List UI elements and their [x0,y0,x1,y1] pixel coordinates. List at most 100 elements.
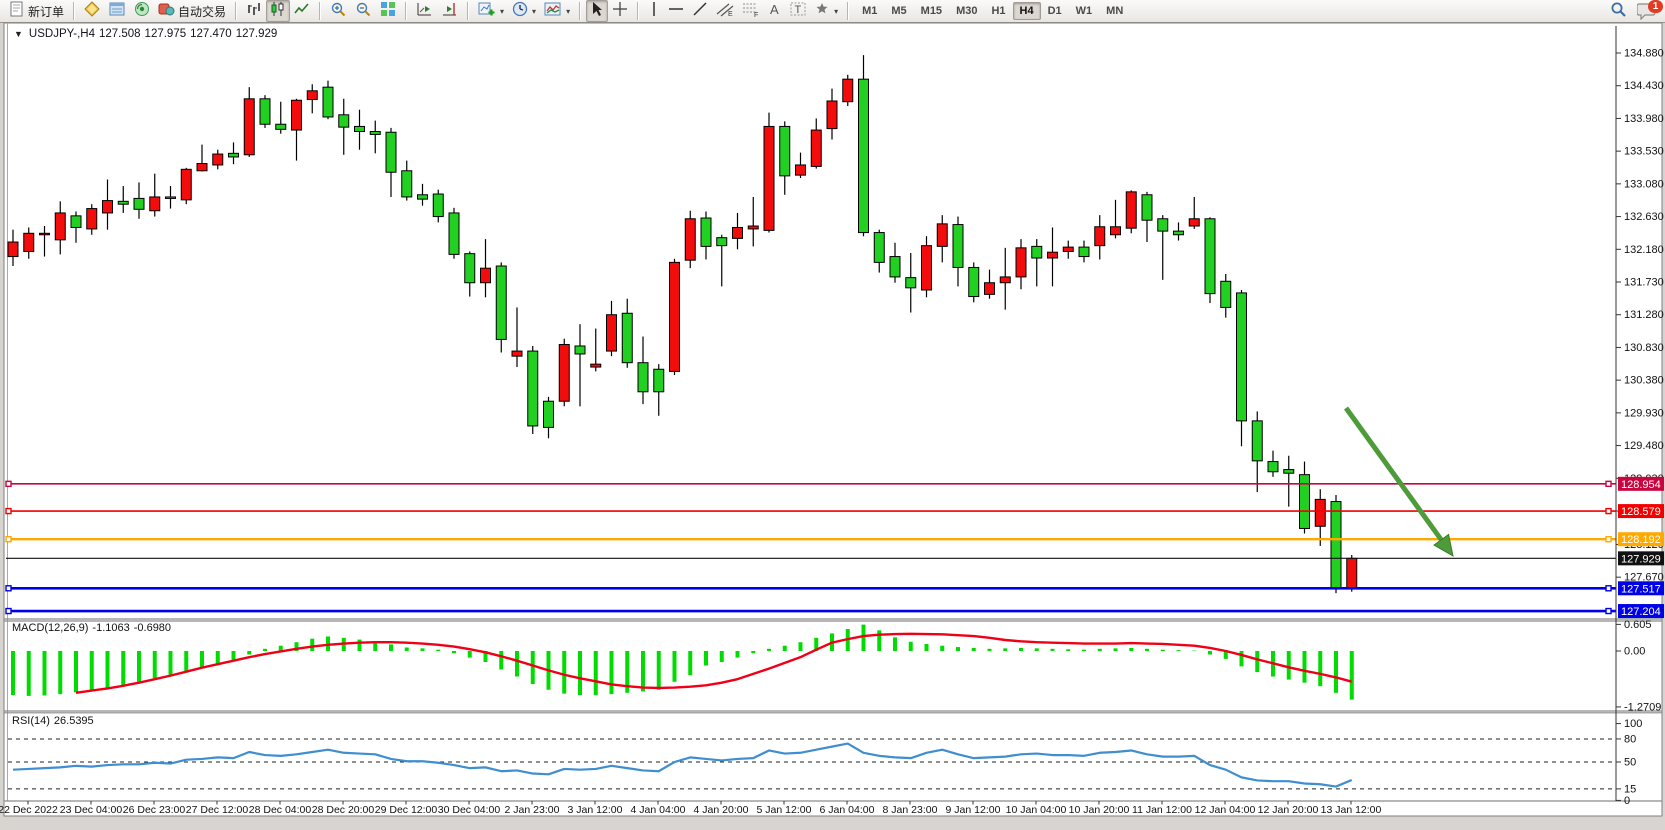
candle-chart-button[interactable] [266,0,291,22]
candle [747,225,759,230]
time-tick-label: 22 Dec 2022 [0,804,58,816]
timeframe-h4-button[interactable]: H4 [1012,2,1041,20]
text-button[interactable]: A [764,0,786,22]
toolbar-group: ▾ ▾ ▾ [471,0,577,22]
templates-button[interactable]: ▾ [540,0,574,22]
horizontal-line-128.579[interactable] [5,507,1616,515]
price-tick-label: 130.380 [1624,375,1664,387]
one-click-trading-toggle[interactable]: ▼ [14,29,23,39]
auto-scroll-button[interactable] [412,0,437,22]
profiles-button[interactable]: ▾ [508,0,540,22]
candle [165,196,176,199]
channel-button[interactable]: E [712,0,738,22]
vertical-line-button[interactable] [644,0,664,22]
price-tick-label: 130.830 [1624,342,1664,354]
label-button[interactable]: T [786,0,810,22]
toolbar-separator [235,2,238,20]
candle [1204,218,1216,295]
candle [968,266,980,298]
rsi-axis-label: 80 [1624,733,1636,745]
candle [1314,498,1326,527]
navigator-button[interactable] [130,0,154,22]
line-handle[interactable] [1605,607,1612,615]
zoom-out-button[interactable] [351,0,376,22]
time-tick-label: 12 Jan 20:00 [1258,804,1319,816]
chevron-down-icon[interactable]: ▾ [834,6,839,16]
bar-chart-button[interactable] [242,0,266,22]
zoomout-icon [355,1,372,22]
chevron-down-icon[interactable]: ▾ [566,6,571,16]
horizontal-line-127.204[interactable] [5,607,1616,615]
candle [527,350,539,427]
search-icon[interactable] [1610,1,1627,23]
horizontal-line-128.954[interactable] [5,480,1616,488]
notifications-icon[interactable]: 1 [1636,0,1663,22]
chart-shift-button[interactable] [437,0,462,22]
toolbar-separator [319,2,322,20]
macd-panel [11,624,1354,700]
candle [149,196,161,212]
line-handle[interactable] [1605,507,1612,515]
notification-badge: 1 [1648,0,1663,13]
crosshair-button[interactable] [608,0,632,22]
candle [1141,194,1153,221]
line-handle[interactable] [1605,585,1612,592]
timeframe-m5-button[interactable]: M5 [891,5,907,17]
shapes-button[interactable]: ▾ [810,0,842,22]
line-handle[interactable] [5,607,12,615]
market-watch-button[interactable] [80,0,105,22]
time-tick-label: 8 Jan 23:00 [883,804,938,816]
line-handle[interactable] [5,536,12,543]
timeframe-h1-button[interactable]: H1 [991,5,1006,17]
clock-icon [512,1,528,22]
trend-arrow-annotation[interactable] [1343,406,1454,557]
svg-text:F: F [754,12,758,17]
auto-trading-button[interactable]: 自动交易 [154,0,230,22]
data-window-button[interactable] [105,0,130,22]
zoom-in-button[interactable] [326,0,351,22]
horizontal-line-128.192[interactable] [5,536,1616,543]
horizontal-line-127.517[interactable] [5,585,1616,592]
line-handle[interactable] [1605,536,1612,543]
fibonacci-button[interactable]: F [738,0,764,22]
toolbar-group [583,0,635,22]
time-axis[interactable]: 22 Dec 2022 23 Dec 04:00 26 Dec 23:00 27 De… [0,801,1382,816]
new-order-button[interactable]: 新订单 [5,0,68,22]
candle [1110,226,1121,236]
chevron-down-icon[interactable]: ▾ [532,6,537,16]
timeframe-m15-button[interactable]: M15 [920,5,943,17]
svg-text:E: E [728,11,733,17]
price-badge-128.192: 128.192 [1618,532,1664,547]
rsi-panel [8,738,1613,790]
toolbar-separator [467,2,470,20]
line-chart-button[interactable] [290,0,314,22]
chevron-down-icon[interactable]: ▾ [500,6,505,16]
price-badge-128.579: 128.579 [1618,504,1664,519]
candle [196,163,208,172]
toolbar: 新订单 自动交易 ▾ ▾ ▾ E F A T ▾ M1 M5 M15 M30 H1 H4 D1 W1 MN 1 [0,0,1665,23]
candle [558,344,570,402]
timeframe-m1-button[interactable]: M1 [862,5,878,17]
timeframe-w1-button[interactable]: W1 [1075,5,1093,17]
line-handle[interactable] [5,585,12,592]
new-chart-button[interactable]: ▾ [474,0,508,22]
timeframe-m30-button[interactable]: M30 [956,5,978,17]
time-tick-label: 26 Dec 23:00 [123,804,186,816]
timeframe-d1-button[interactable]: D1 [1047,5,1062,17]
line-handle[interactable] [1605,480,1612,488]
cursor-button[interactable] [586,0,609,22]
candle [574,345,586,355]
tile-windows-button[interactable] [376,0,400,22]
line-handle[interactable] [5,507,12,515]
trendline-button[interactable] [688,0,712,22]
candle [999,276,1011,284]
candle [322,86,334,118]
price-tick-label: 131.730 [1624,277,1664,289]
candle [306,90,318,101]
svg-text:127.517: 127.517 [1621,583,1661,595]
timeframe-mn-button[interactable]: MN [1106,5,1124,17]
time-tick-label: 4 Jan 20:00 [694,804,749,816]
line-handle[interactable] [5,480,12,488]
horizontal-line-button[interactable] [664,0,688,22]
